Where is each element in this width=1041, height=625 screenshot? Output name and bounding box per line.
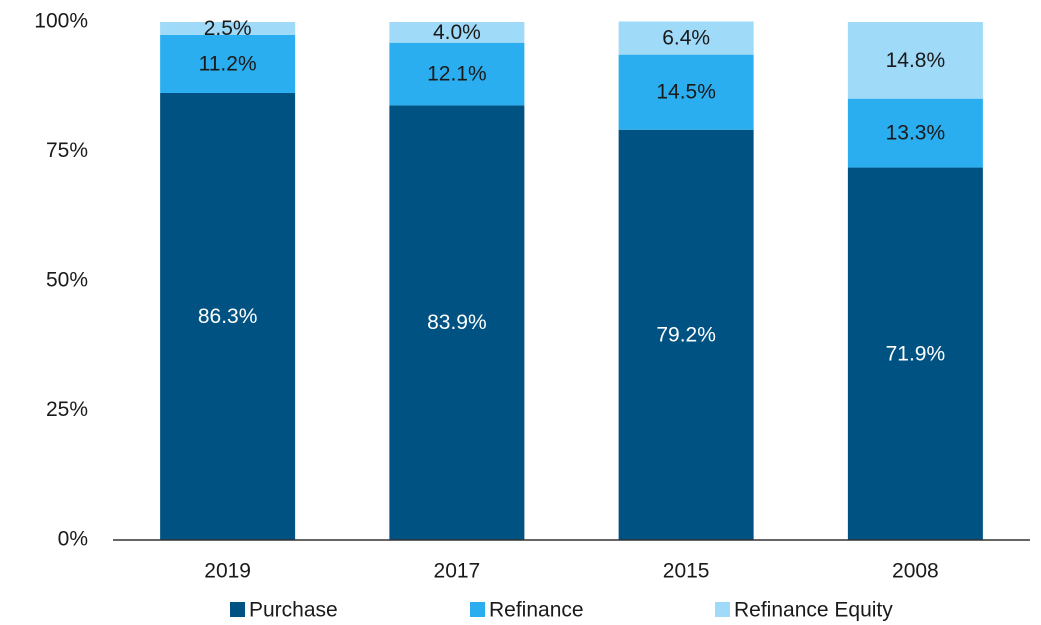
- data-label: 71.9%: [886, 342, 946, 365]
- legend-label: Refinance Equity: [734, 599, 893, 622]
- bar-segment: [847, 22, 983, 99]
- bar-segment: [160, 22, 296, 35]
- x-tick-label: 2008: [892, 560, 939, 583]
- data-label: 14.5%: [656, 81, 716, 104]
- legend-swatch: [715, 602, 730, 617]
- bar-segment: [847, 98, 983, 168]
- bar-segment: [160, 92, 296, 540]
- data-label: 12.1%: [427, 63, 487, 86]
- y-tick-label: 75%: [46, 139, 88, 162]
- data-label: 83.9%: [427, 311, 487, 334]
- x-tick-label: 2017: [434, 560, 481, 583]
- data-label: 11.2%: [199, 53, 257, 76]
- bar-segment: [389, 42, 525, 106]
- y-tick-label: 25%: [46, 398, 88, 421]
- legend-label: Purchase: [249, 599, 338, 622]
- legend-swatch: [470, 602, 485, 617]
- x-tick-label: 2015: [663, 560, 710, 583]
- x-tick-label: 2019: [204, 560, 251, 583]
- bar-segment: [847, 167, 983, 541]
- data-label: 4.0%: [433, 21, 481, 44]
- y-tick-label: 0%: [58, 528, 88, 551]
- legend-label: Refinance: [489, 599, 584, 622]
- data-label: 2.5%: [204, 17, 252, 40]
- data-label: 13.3%: [886, 122, 946, 145]
- data-label: 86.3%: [198, 305, 258, 328]
- legend-swatch: [230, 602, 245, 617]
- bar-segment: [618, 54, 754, 130]
- bar-segment: [389, 105, 525, 540]
- bar-segment: [618, 21, 754, 55]
- bar-segment: [160, 34, 296, 93]
- y-tick-label: 50%: [46, 269, 88, 292]
- data-label: 79.2%: [656, 323, 716, 346]
- data-label: 6.4%: [662, 27, 710, 50]
- bar-segment: [618, 129, 754, 540]
- bar-segment: [389, 22, 525, 43]
- y-tick-label: 100%: [34, 10, 88, 33]
- data-label: 14.8%: [886, 49, 946, 72]
